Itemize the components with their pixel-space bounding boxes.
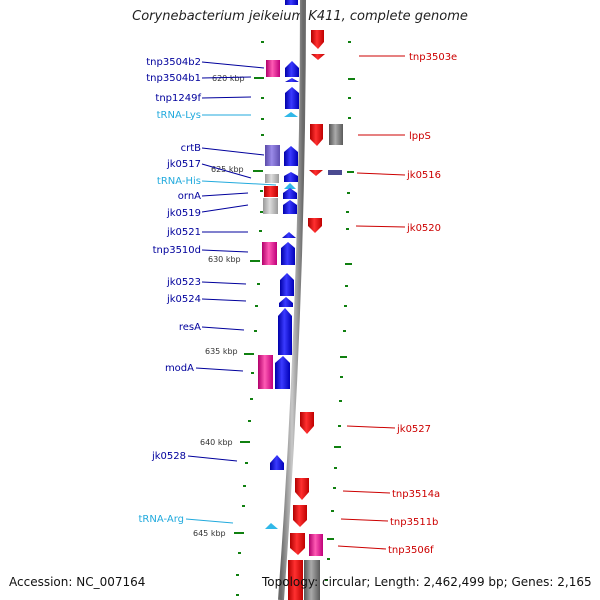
gene-jk0524 bbox=[279, 297, 293, 307]
label-tnp3504b1[interactable]: tnp3504b1 bbox=[146, 73, 201, 84]
gene-tnp3511b bbox=[293, 505, 307, 527]
trna-arg bbox=[265, 523, 278, 529]
gene-tnp3504b1 bbox=[285, 78, 299, 82]
gene-jk0528 bbox=[270, 455, 284, 470]
gene-jk0523 bbox=[280, 273, 294, 296]
gene-light bbox=[265, 174, 279, 183]
gene-jk0517 bbox=[284, 172, 298, 182]
gene-light bbox=[263, 198, 278, 214]
callouts-trna bbox=[185, 114, 277, 524]
label-crtB[interactable]: crtB bbox=[181, 143, 202, 154]
gene-tnp3514a bbox=[295, 478, 309, 500]
accession-text: Accession: NC_007164 bbox=[9, 575, 146, 589]
label-tnp3503e[interactable]: tnp3503e bbox=[409, 52, 457, 63]
gene-jk0521 bbox=[282, 232, 296, 238]
kbp-label-630: 630 kbp bbox=[208, 255, 241, 264]
label-jk0523[interactable]: jk0523 bbox=[166, 277, 201, 288]
gene-violet bbox=[265, 145, 280, 166]
label-resA[interactable]: resA bbox=[179, 322, 201, 333]
gene-pink bbox=[266, 60, 280, 77]
gene-jk0516-a bbox=[309, 170, 323, 176]
kbp-label-645: 645 kbp bbox=[193, 529, 226, 538]
gene-jk0519 bbox=[283, 200, 297, 214]
gene-resA bbox=[278, 308, 292, 355]
gene-blue bbox=[285, 0, 298, 5]
gene-ornA bbox=[283, 188, 297, 199]
label-tnp3514a[interactable]: tnp3514a bbox=[392, 489, 440, 500]
kbp-label-625: 625 kbp bbox=[211, 165, 244, 174]
gene-grey bbox=[304, 560, 320, 600]
label-trna-lys[interactable]: tRNA-Lys bbox=[157, 110, 201, 121]
gene-lppS-b bbox=[329, 124, 343, 145]
labels-right: tnp3503e lppS jk0516 jk0520 jk0527 tnp35… bbox=[388, 52, 457, 556]
gene-pink bbox=[262, 242, 277, 265]
callouts-right bbox=[337, 55, 406, 550]
label-jk0517[interactable]: jk0517 bbox=[166, 159, 201, 170]
left-lane-genes bbox=[258, 60, 280, 389]
gene-jk0516-b bbox=[328, 170, 342, 175]
gene-tnp3506f-b bbox=[309, 534, 323, 556]
trna-lys bbox=[284, 112, 298, 117]
label-trna-his[interactable]: tRNA-His bbox=[157, 176, 201, 187]
label-ornA[interactable]: ornA bbox=[178, 191, 201, 202]
kbp-label-620: 620 kbp bbox=[212, 74, 245, 83]
label-jk0528[interactable]: jk0528 bbox=[151, 451, 186, 462]
kbp-label-640: 640 kbp bbox=[200, 438, 233, 447]
gene-tnp3510d bbox=[281, 242, 295, 265]
label-tnp3506f[interactable]: tnp3506f bbox=[388, 545, 434, 556]
forward-strand-genes bbox=[265, 0, 299, 529]
tick-marks-left bbox=[234, 41, 264, 596]
label-jk0516[interactable]: jk0516 bbox=[406, 170, 441, 181]
label-tnp3504b2[interactable]: tnp3504b2 bbox=[146, 57, 201, 68]
gene-modA bbox=[275, 356, 290, 389]
backbone bbox=[278, 0, 306, 600]
trna-his bbox=[284, 183, 296, 189]
gene-lppS-a bbox=[310, 124, 323, 146]
topology-text: Topology: circular; Length: 2,462,499 bp… bbox=[262, 575, 592, 589]
label-jk0527[interactable]: jk0527 bbox=[396, 424, 431, 435]
tick-marks-right bbox=[325, 41, 355, 581]
gene-tnp3503e bbox=[311, 30, 324, 49]
label-lppS[interactable]: lppS bbox=[409, 131, 431, 142]
gene-jk0527 bbox=[300, 412, 314, 434]
label-tnp1249f[interactable]: tnp1249f bbox=[155, 93, 201, 104]
label-tnp3511b[interactable]: tnp3511b bbox=[390, 517, 438, 528]
gene-tnp1249f bbox=[285, 87, 299, 109]
gene-crtB bbox=[284, 146, 298, 166]
label-jk0519[interactable]: jk0519 bbox=[166, 208, 201, 219]
gene-red-small bbox=[311, 54, 325, 60]
label-tnp3510d[interactable]: tnp3510d bbox=[153, 245, 201, 256]
gene-red bbox=[264, 186, 278, 197]
label-trna-arg[interactable]: tRNA-Arg bbox=[139, 514, 184, 525]
gene-red-bottom bbox=[288, 560, 303, 600]
reverse-strand-genes bbox=[288, 30, 343, 600]
label-jk0524[interactable]: jk0524 bbox=[166, 294, 201, 305]
kbp-label-635: 635 kbp bbox=[205, 347, 238, 356]
label-jk0521[interactable]: jk0521 bbox=[166, 227, 201, 238]
gene-jk0520 bbox=[308, 218, 322, 233]
gene-tnp3506f-a bbox=[290, 533, 305, 555]
label-jk0520[interactable]: jk0520 bbox=[406, 223, 441, 234]
labels-left: tnp3504b2 tnp3504b1 tnp1249f tRNA-Lys cr… bbox=[139, 57, 202, 525]
gene-tnp3504b2 bbox=[285, 61, 299, 77]
callouts-left bbox=[187, 61, 265, 462]
gene-pink bbox=[258, 355, 273, 389]
label-modA[interactable]: modA bbox=[165, 363, 194, 374]
